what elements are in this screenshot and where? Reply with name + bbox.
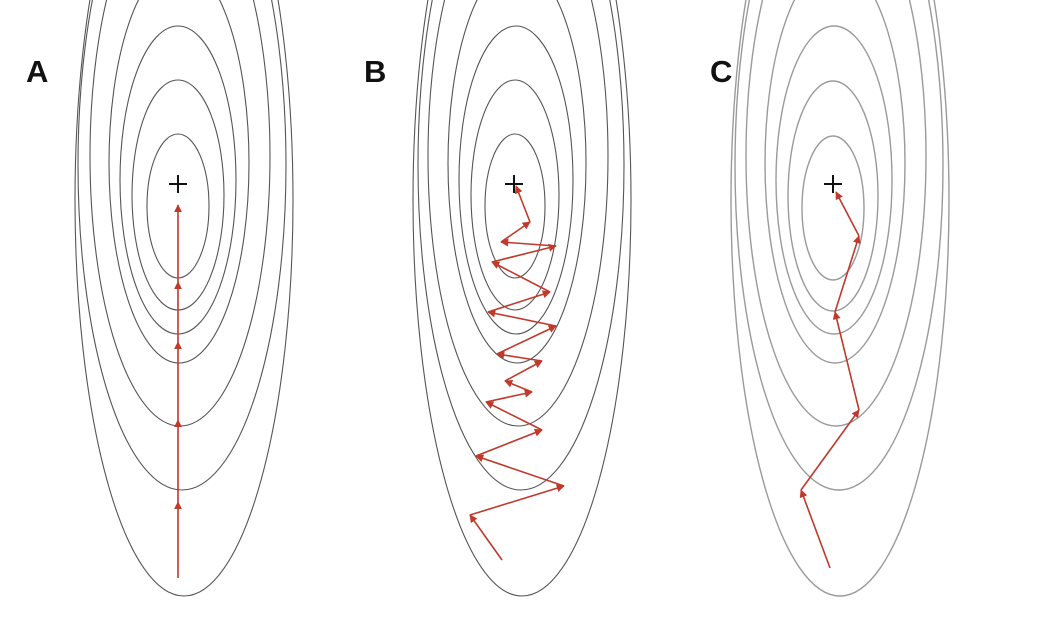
contour-ring-c-4 (764, 0, 906, 364)
contour-ring-c-7 (730, 0, 950, 597)
path-step-arrow-b-17 (514, 185, 531, 223)
path-step-arrow-b-5 (485, 401, 543, 431)
path-step-arrow-b-12 (487, 290, 551, 313)
path-step-arrow-b-13 (491, 261, 551, 293)
panel-a (74, 0, 294, 597)
path-step-arrow-b-15 (500, 238, 557, 247)
minimum-plus-icon (824, 175, 842, 193)
path-step-arrow-b-6 (485, 389, 533, 403)
path-step-arrow-c-5 (835, 191, 860, 237)
path-step-arrow-c-1 (799, 489, 831, 569)
contour-ring-c-2 (787, 80, 879, 312)
minimum-plus-icon (169, 175, 187, 193)
contour-ring-b-2 (470, 79, 560, 311)
path-step-arrow-b-1 (469, 514, 503, 561)
path-step-arrow-b-3 (475, 454, 565, 487)
path-step-arrow-c-2 (800, 409, 860, 491)
minimum-plus-icon (505, 175, 523, 193)
contour-ring-b-3 (458, 25, 574, 335)
panel-label-b: B (364, 54, 387, 89)
contour-ring-a-7 (74, 0, 294, 597)
path-step-arrow-b-8 (504, 360, 543, 382)
path-step-arrow-b-11 (487, 309, 557, 327)
contour-ring-a-5 (89, 0, 271, 427)
contour-ring-a-6 (77, 0, 287, 491)
contour-ring-a-4 (108, 0, 250, 364)
path-step-arrow-b-10 (496, 325, 557, 355)
path-step-arrow-c-3 (832, 311, 860, 411)
path-step-arrow-b-2 (469, 484, 565, 516)
path-step-arrow-b-7 (504, 380, 533, 393)
panel-label-a: A (26, 54, 49, 89)
contour-ring-b-1 (484, 133, 546, 279)
path-step-arrow-b-9 (496, 351, 543, 362)
contour-ring-b-4 (447, 0, 587, 364)
contour-ring-b-6 (417, 0, 625, 491)
panel-c (730, 0, 950, 597)
contour-ring-c-5 (745, 0, 927, 427)
contour-ring-c-6 (734, 0, 944, 491)
contour-ring-b-7 (412, 0, 632, 597)
path-step-arrow-c-4 (834, 235, 861, 313)
path-step-arrow-b-14 (491, 243, 557, 263)
panel-b (412, 0, 632, 597)
contour-ring-c-1 (801, 135, 865, 281)
panel-label-c: C (710, 54, 733, 89)
path-step-arrow-b-16 (500, 221, 531, 243)
contour-ring-b-5 (427, 0, 609, 427)
contour-ring-c-3 (775, 25, 893, 335)
path-step-arrow-b-4 (475, 428, 543, 457)
